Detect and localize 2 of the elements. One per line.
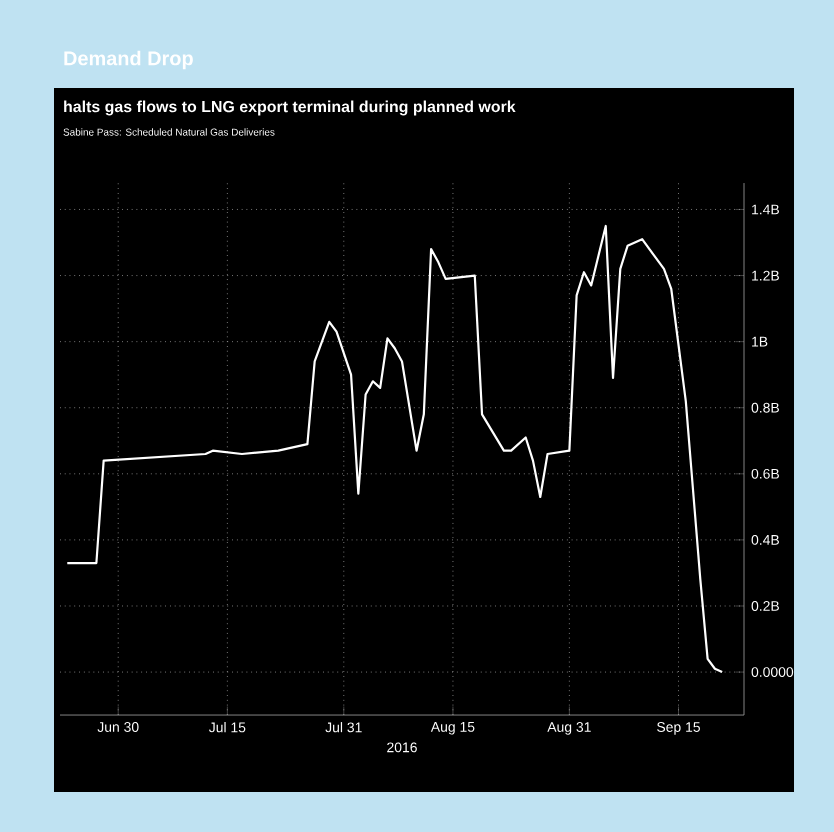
chart-title: Demand Drop (64, 50, 193, 70)
line-series (66, 224, 724, 674)
